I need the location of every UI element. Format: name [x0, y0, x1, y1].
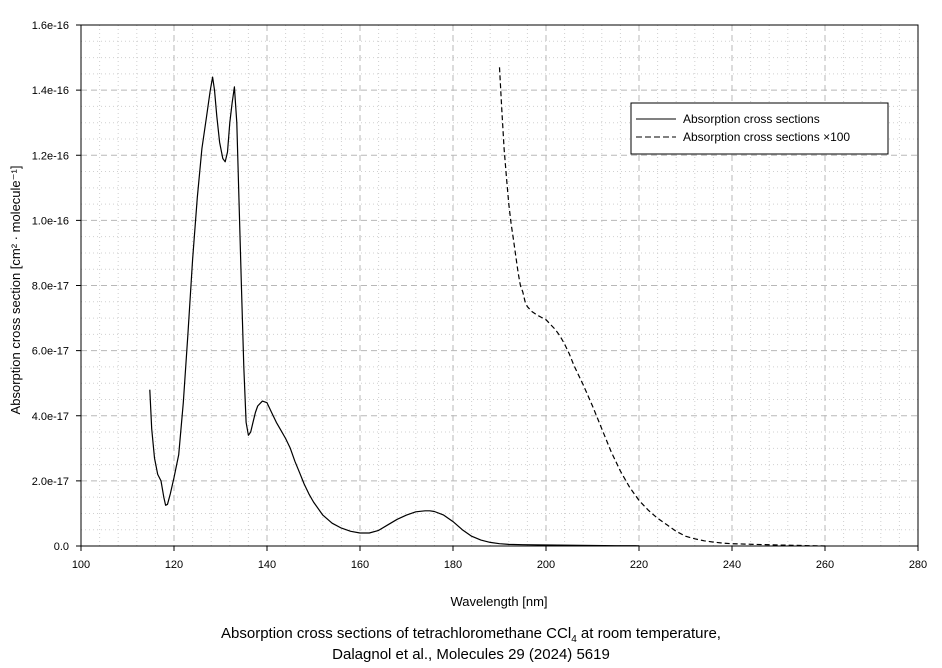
series-line-2: [498, 67, 826, 547]
legend-label-series-2: Absorption cross sections ×100: [683, 130, 850, 144]
legend: Absorption cross sections Absorption cro…: [630, 102, 889, 155]
chart-canvas: 100 120 140 160 180 200 220 240 260 280 0.0 2.0e-1…: [0, 0, 942, 620]
caption-suffix: at room temperature,: [576, 625, 721, 642]
y-tick-label: 6.0e-17: [32, 346, 69, 358]
y-tick-label: 1.0e-16: [32, 215, 69, 227]
x-tick-labels: 100 120 140 160 180 200 220 240 260 280: [72, 559, 927, 571]
x-tick-label: 120: [165, 559, 183, 571]
figure-caption-line-2: Dalagnol et al., Molecules 29 (2024) 561…: [332, 646, 610, 663]
y-tick-label: 0.0: [54, 541, 69, 553]
x-tick-label: 220: [630, 559, 648, 571]
x-tick-label: 200: [537, 559, 555, 571]
x-tick-label: 180: [444, 559, 462, 571]
y-tick-label: 4.0e-17: [32, 411, 69, 423]
figure-caption-line-1: Absorption cross sections of tetrachloro…: [0, 623, 942, 650]
series-layer: [149, 67, 826, 547]
caption-prefix: Absorption cross sections of tetrachloro…: [221, 625, 572, 642]
y-tick-label: 8.0e-17: [32, 281, 69, 293]
y-axis-label: Absorption cross section [cm² · molecule…: [8, 166, 23, 415]
legend-box: [630, 102, 889, 155]
y-tick-label: 2.0e-17: [32, 476, 69, 488]
x-tick-label: 260: [816, 559, 834, 571]
y-tick-labels: 0.0 2.0e-17 4.0e-17 6.0e-17 8.0e-17 1.0e-16 1.…: [32, 20, 69, 553]
x-tick-label: 140: [258, 559, 276, 571]
x-tick-label: 280: [909, 559, 927, 571]
series-line-1: [149, 76, 640, 547]
x-tick-label: 240: [723, 559, 741, 571]
x-tick-label: 160: [351, 559, 369, 571]
axis-ticks: [76, 24, 919, 551]
y-tick-label: 1.2e-16: [32, 150, 69, 162]
major-gridlines: [81, 25, 918, 546]
x-axis-label: Wavelength [nm]: [450, 594, 547, 609]
x-tick-label: 100: [72, 559, 90, 571]
caption-subscript: 4: [571, 634, 577, 645]
plot-background: [0, 0, 942, 620]
legend-label-series-1: Absorption cross sections: [683, 112, 820, 126]
y-tick-label: 1.6e-16: [32, 20, 69, 32]
y-tick-label: 1.4e-16: [32, 85, 69, 97]
